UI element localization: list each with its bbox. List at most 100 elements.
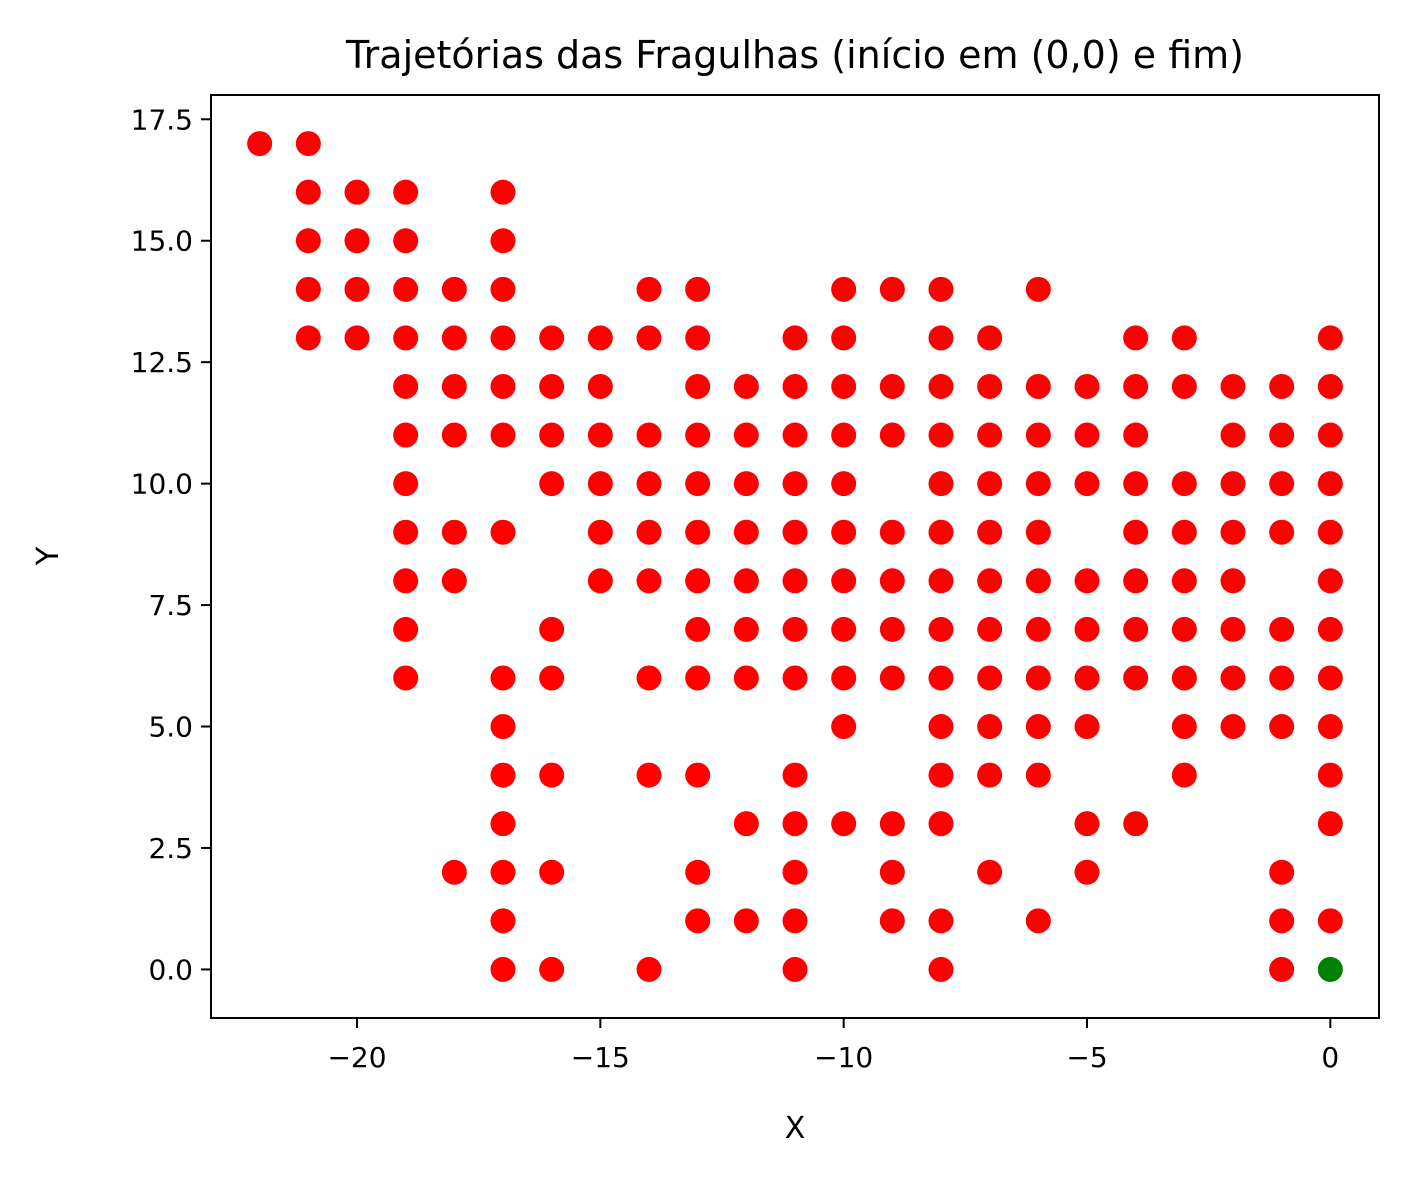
scatter-point	[1123, 373, 1149, 399]
scatter-point	[782, 956, 808, 982]
scatter-point	[733, 519, 759, 545]
scatter-point	[831, 422, 857, 448]
scatter-point	[636, 422, 662, 448]
scatter-point	[1269, 908, 1295, 934]
scatter-point	[1171, 568, 1197, 594]
scatter-point	[636, 568, 662, 594]
y-tick-label: 7.5	[148, 589, 193, 622]
scatter-point	[928, 956, 954, 982]
scatter-point	[1269, 859, 1295, 885]
scatter-point	[1317, 568, 1343, 594]
scatter-point	[685, 665, 711, 691]
scatter-point	[1025, 373, 1051, 399]
scatter-point	[782, 471, 808, 497]
scatter-point	[490, 762, 516, 788]
scatter-point	[636, 471, 662, 497]
scatter-point	[733, 568, 759, 594]
scatter-point	[1220, 616, 1246, 642]
scatter-point	[393, 665, 419, 691]
scatter-point	[1123, 422, 1149, 448]
scatter-point	[393, 519, 419, 545]
scatter-point	[1171, 471, 1197, 497]
chart-title: Trajetórias das Fragulhas (início em (0,…	[345, 33, 1244, 77]
scatter-point	[782, 325, 808, 351]
scatter-point	[490, 665, 516, 691]
scatter-point	[393, 471, 419, 497]
scatter-point	[1171, 762, 1197, 788]
scatter-point	[1220, 422, 1246, 448]
scatter-point	[879, 276, 905, 302]
scatter-point	[441, 373, 467, 399]
scatter-point	[977, 422, 1003, 448]
scatter-point	[977, 714, 1003, 740]
scatter-point	[1074, 471, 1100, 497]
points-layer	[247, 131, 1343, 982]
scatter-point	[733, 471, 759, 497]
scatter-point	[490, 519, 516, 545]
y-axis-ticks: 0.0 2.5 5.0 7.5 10.0 12.5 15.0 17.5	[131, 103, 211, 986]
scatter-point	[393, 179, 419, 205]
scatter-point	[1317, 908, 1343, 934]
scatter-point	[1123, 665, 1149, 691]
x-axis-ticks: −20 −15 −10 −5 0	[327, 1018, 1339, 1074]
scatter-point	[1220, 373, 1246, 399]
scatter-point	[782, 811, 808, 837]
scatter-point	[831, 276, 857, 302]
scatter-point	[733, 811, 759, 837]
scatter-point	[1074, 373, 1100, 399]
scatter-point	[636, 519, 662, 545]
scatter-point	[928, 422, 954, 448]
x-axis-label: X	[785, 1111, 806, 1146]
y-tick-label: 15.0	[131, 225, 193, 258]
y-tick-label: 0.0	[148, 953, 193, 986]
scatter-point	[539, 325, 565, 351]
scatter-point	[539, 859, 565, 885]
scatter-point	[490, 422, 516, 448]
scatter-point	[1074, 859, 1100, 885]
scatter-point	[928, 908, 954, 934]
scatter-point	[879, 422, 905, 448]
scatter-point	[928, 325, 954, 351]
scatter-point	[247, 131, 273, 157]
scatter-point	[1269, 519, 1295, 545]
scatter-point	[1269, 471, 1295, 497]
scatter-point	[1317, 519, 1343, 545]
plot-area-frame	[210, 94, 1380, 1019]
scatter-point	[685, 616, 711, 642]
scatter-point	[977, 373, 1003, 399]
scatter-point	[1269, 956, 1295, 982]
scatter-point	[1269, 422, 1295, 448]
scatter-point	[1220, 714, 1246, 740]
scatter-point	[1171, 616, 1197, 642]
scatter-point	[733, 908, 759, 934]
scatter-point	[831, 325, 857, 351]
scatter-point	[782, 519, 808, 545]
scatter-point	[441, 859, 467, 885]
y-tick-label: 10.0	[131, 468, 193, 501]
scatter-point	[636, 956, 662, 982]
scatter-point	[733, 373, 759, 399]
scatter-point	[831, 714, 857, 740]
scatter-point	[490, 956, 516, 982]
scatter-point	[879, 568, 905, 594]
scatter-point	[1123, 568, 1149, 594]
scatter-point	[587, 471, 613, 497]
scatter-point	[685, 373, 711, 399]
scatter-point	[1317, 325, 1343, 351]
scatter-point	[441, 568, 467, 594]
y-tick-label: 2.5	[148, 832, 193, 865]
scatter-point	[1220, 665, 1246, 691]
scatter-point	[977, 568, 1003, 594]
scatter-point	[831, 373, 857, 399]
scatter-point	[539, 956, 565, 982]
scatter-point	[685, 859, 711, 885]
scatter-point	[782, 908, 808, 934]
scatter-point	[879, 811, 905, 837]
scatter-point	[977, 471, 1003, 497]
scatter-point	[1074, 568, 1100, 594]
scatter-point	[1074, 665, 1100, 691]
scatter-point	[295, 179, 321, 205]
scatter-point	[587, 422, 613, 448]
scatter-point	[1123, 616, 1149, 642]
y-tick-label: 17.5	[131, 103, 193, 136]
